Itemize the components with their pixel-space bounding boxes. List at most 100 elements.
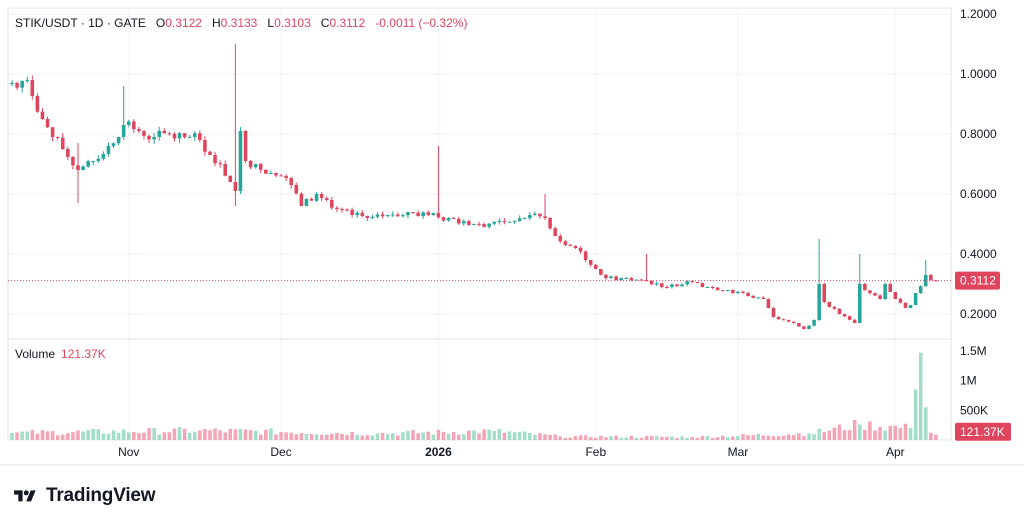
price-tick-label: 1.2000 [960, 7, 997, 21]
candle [588, 259, 593, 267]
volume-bar [771, 436, 776, 440]
candle-body [137, 129, 141, 131]
volume-bar [360, 435, 365, 440]
volume-bar [50, 431, 55, 440]
candle [76, 143, 80, 203]
candle-body [121, 125, 126, 137]
candle-body [350, 209, 354, 215]
low-label: L [267, 16, 275, 30]
volume-bar [441, 431, 446, 440]
tradingview-footer[interactable]: TradingView [10, 484, 156, 508]
volume-bar [817, 428, 821, 440]
candle [30, 75, 35, 100]
candle [761, 296, 766, 300]
volume-bar [330, 434, 334, 440]
volume-label[interactable]: Volume [15, 347, 56, 361]
candle [157, 126, 161, 141]
candle-body [40, 111, 45, 119]
candle-body [167, 133, 172, 135]
volume-legend: Volume 121.37K [15, 347, 106, 361]
candle-body [639, 279, 644, 281]
candle [715, 287, 720, 291]
candle-body [695, 282, 700, 284]
volume-bar [269, 428, 273, 440]
candle [20, 80, 24, 93]
volume-bar [726, 437, 730, 440]
candle-body [10, 83, 14, 84]
candle-body [710, 287, 715, 288]
candle-body [441, 217, 446, 221]
volume-bar [533, 434, 537, 440]
candle-body [863, 284, 867, 291]
open-label: O [155, 16, 166, 30]
volume-bar [705, 436, 710, 440]
candle [781, 318, 786, 321]
candle-body [649, 281, 654, 285]
volume-bar [918, 352, 923, 440]
volume-bar [203, 429, 207, 440]
candle-body [888, 284, 893, 292]
candle [71, 156, 75, 170]
volume-bar [594, 437, 598, 440]
candle [629, 276, 634, 282]
candle-body [583, 251, 588, 260]
candle-body [599, 269, 603, 275]
candle-body [45, 119, 50, 128]
candle [604, 274, 608, 280]
volume-bar [847, 430, 852, 440]
volume-bars [10, 352, 938, 440]
candle-body [761, 297, 766, 299]
candle [517, 215, 522, 222]
volume-bar [446, 433, 451, 440]
candle-body [654, 283, 659, 285]
candle-body [431, 213, 436, 215]
candle [335, 206, 339, 212]
candle [401, 213, 405, 218]
volume-bar [913, 389, 918, 440]
volume-bar [852, 419, 857, 440]
candle-body [522, 218, 527, 220]
candle [152, 132, 156, 144]
candle [264, 169, 268, 174]
candle-body [96, 158, 101, 161]
volume-bar [731, 436, 735, 440]
candle [807, 324, 811, 330]
volume-bar [558, 436, 563, 440]
candle [299, 192, 304, 207]
candle-body [152, 137, 156, 140]
candle [634, 279, 639, 281]
symbol-label[interactable]: STIK/USDT · 1D · GATE [15, 16, 146, 30]
candle [462, 219, 466, 227]
close-value: 0.3112 [329, 16, 366, 30]
candle [66, 146, 70, 160]
volume-bar [568, 437, 573, 440]
volume-bar [390, 433, 395, 440]
volume-bar [548, 434, 552, 440]
candle [624, 276, 629, 280]
candle-body [913, 293, 918, 305]
candle [492, 221, 497, 226]
time-tick-label: Apr [886, 445, 905, 459]
candle [548, 216, 552, 230]
candle [213, 151, 217, 167]
candle [776, 316, 781, 320]
candle [360, 210, 365, 218]
candle [670, 283, 674, 289]
candle-body [857, 284, 862, 323]
candle-body [360, 212, 365, 216]
candle [543, 194, 547, 220]
volume-bar [898, 428, 903, 440]
candle [319, 192, 324, 202]
candle-body [269, 173, 273, 174]
candle [436, 146, 441, 219]
candle-body [248, 161, 253, 168]
candle-body [680, 284, 684, 287]
volume-bar [538, 433, 542, 440]
high-value: 0.3133 [220, 16, 258, 30]
candle-body [690, 281, 695, 283]
candle [918, 285, 923, 295]
candle-body [385, 215, 390, 217]
volume-bar [284, 432, 288, 440]
